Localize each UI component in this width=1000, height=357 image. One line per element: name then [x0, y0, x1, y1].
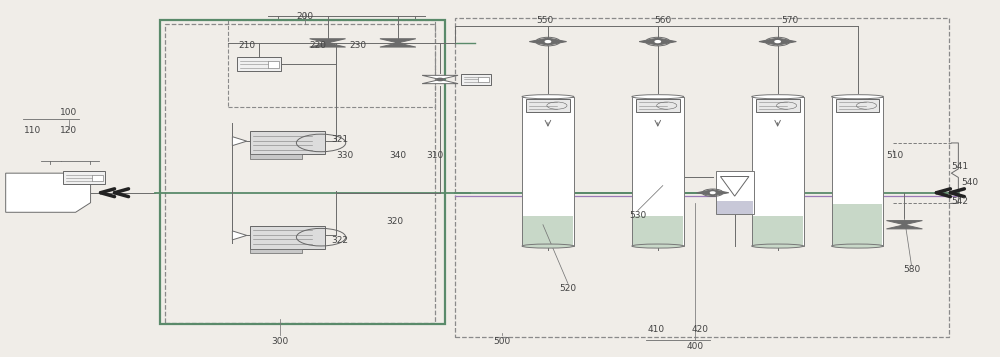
Text: 300: 300 — [272, 337, 289, 346]
Polygon shape — [310, 43, 346, 47]
Text: 220: 220 — [310, 41, 327, 50]
Polygon shape — [232, 231, 247, 240]
Polygon shape — [6, 173, 91, 212]
Bar — [753, 216, 803, 246]
Circle shape — [325, 42, 330, 44]
Bar — [455, 19, 949, 337]
Bar — [836, 99, 879, 112]
Bar — [716, 171, 754, 214]
Polygon shape — [548, 38, 567, 45]
Text: 340: 340 — [390, 151, 407, 160]
Text: 310: 310 — [426, 151, 444, 160]
Ellipse shape — [752, 244, 804, 248]
Bar — [523, 216, 573, 246]
Polygon shape — [232, 137, 247, 146]
Bar — [522, 97, 574, 246]
Polygon shape — [380, 39, 416, 43]
Text: 100: 100 — [60, 108, 77, 117]
Bar — [636, 99, 680, 112]
Circle shape — [655, 41, 660, 42]
Text: 530: 530 — [629, 211, 646, 220]
Ellipse shape — [632, 244, 684, 248]
Text: 320: 320 — [387, 217, 404, 226]
Ellipse shape — [752, 95, 804, 99]
Circle shape — [902, 224, 907, 226]
Bar — [752, 97, 804, 246]
Text: 322: 322 — [332, 236, 349, 245]
Text: 542: 542 — [951, 197, 968, 206]
Text: 420: 420 — [691, 325, 708, 334]
Text: 520: 520 — [559, 284, 576, 293]
Text: 400: 400 — [686, 342, 703, 351]
Polygon shape — [886, 221, 922, 225]
Bar — [250, 226, 325, 249]
Polygon shape — [310, 39, 346, 43]
Text: 510: 510 — [886, 151, 903, 160]
Circle shape — [437, 78, 443, 81]
Ellipse shape — [832, 95, 883, 99]
Bar — [461, 74, 491, 85]
Text: 410: 410 — [647, 325, 664, 334]
Circle shape — [775, 41, 780, 42]
Text: 330: 330 — [337, 151, 354, 160]
Bar — [526, 99, 570, 112]
Polygon shape — [658, 38, 676, 45]
Bar — [63, 171, 105, 184]
Bar — [756, 99, 800, 112]
Polygon shape — [422, 75, 458, 80]
Polygon shape — [778, 38, 796, 45]
Circle shape — [396, 42, 400, 44]
Text: 230: 230 — [350, 41, 367, 50]
Text: 550: 550 — [536, 16, 554, 25]
Bar — [250, 155, 302, 159]
Bar — [250, 131, 325, 155]
Text: 540: 540 — [961, 177, 978, 187]
Ellipse shape — [522, 244, 574, 248]
Ellipse shape — [522, 95, 574, 99]
Bar — [633, 216, 683, 246]
Text: 580: 580 — [903, 265, 920, 274]
Bar — [478, 77, 489, 82]
Ellipse shape — [832, 244, 883, 248]
Text: 210: 210 — [239, 41, 256, 50]
Circle shape — [710, 192, 715, 193]
Bar — [833, 204, 882, 246]
Bar — [160, 20, 445, 324]
Polygon shape — [529, 38, 548, 45]
Polygon shape — [639, 38, 658, 45]
Text: 110: 110 — [24, 126, 41, 135]
Ellipse shape — [632, 95, 684, 99]
Bar — [717, 201, 753, 214]
Polygon shape — [697, 190, 713, 196]
Text: 570: 570 — [781, 16, 798, 25]
Polygon shape — [422, 80, 458, 84]
Circle shape — [545, 41, 551, 42]
Bar — [832, 97, 883, 246]
Bar — [228, 20, 435, 107]
Bar — [250, 249, 302, 253]
Bar — [92, 175, 103, 181]
Polygon shape — [886, 225, 922, 229]
Text: 500: 500 — [493, 337, 511, 346]
Text: 560: 560 — [654, 16, 671, 25]
Text: 200: 200 — [297, 12, 314, 21]
Bar — [165, 24, 435, 322]
Text: 321: 321 — [332, 135, 349, 144]
Text: 120: 120 — [60, 126, 77, 135]
Bar — [268, 61, 279, 67]
Text: 541: 541 — [951, 162, 968, 171]
Bar — [237, 57, 281, 71]
Polygon shape — [759, 38, 778, 45]
Polygon shape — [713, 190, 729, 196]
Polygon shape — [380, 43, 416, 47]
Bar — [632, 97, 684, 246]
